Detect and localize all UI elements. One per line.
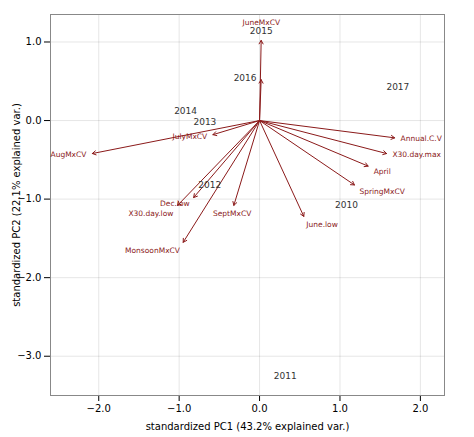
svg-text:2011: 2011 [274, 371, 297, 381]
svg-text:X30.day.max: X30.day.max [392, 150, 441, 159]
svg-text:standardized PC2 (22.1% explai: standardized PC2 (22.1% explained var.) [11, 103, 22, 307]
svg-text:standardized PC1 (43.2% explai: standardized PC1 (43.2% explained var.) [146, 421, 350, 432]
svg-text:−2.0: −2.0 [17, 271, 42, 283]
svg-text:Annual.C.V: Annual.C.V [401, 134, 443, 143]
svg-text:2015: 2015 [250, 26, 273, 36]
svg-text:−1.0: −1.0 [167, 403, 191, 414]
svg-text:0.0: 0.0 [26, 115, 42, 126]
svg-text:2.0: 2.0 [412, 403, 428, 414]
svg-text:JulyMxCV: JulyMxCV [171, 132, 208, 141]
svg-text:AugMxCV: AugMxCV [51, 150, 88, 159]
svg-text:−1.0: −1.0 [17, 193, 42, 205]
svg-text:−2.0: −2.0 [87, 403, 111, 414]
svg-text:2010: 2010 [335, 200, 358, 210]
svg-text:MonsoonMxCV: MonsoonMxCV [125, 246, 181, 255]
svg-text:1.0: 1.0 [332, 403, 348, 414]
svg-text:June.low: June.low [305, 220, 338, 229]
svg-text:1.0: 1.0 [26, 36, 42, 47]
svg-text:SpringMxCV: SpringMxCV [359, 187, 405, 196]
svg-text:Dec.low: Dec.low [160, 199, 190, 208]
svg-text:2013: 2013 [193, 117, 216, 127]
svg-text:2014: 2014 [174, 106, 197, 116]
svg-text:X30.day.low: X30.day.low [128, 209, 173, 218]
svg-text:JuneMxCV: JuneMxCV [242, 17, 281, 27]
svg-text:2016: 2016 [234, 73, 257, 83]
svg-text:SeptMxCV: SeptMxCV [213, 209, 252, 218]
svg-text:0.0: 0.0 [252, 403, 268, 414]
svg-text:2012: 2012 [198, 180, 221, 190]
svg-text:2017: 2017 [386, 82, 409, 92]
svg-text:−3.0: −3.0 [17, 350, 41, 361]
svg-text:April: April [374, 167, 391, 176]
